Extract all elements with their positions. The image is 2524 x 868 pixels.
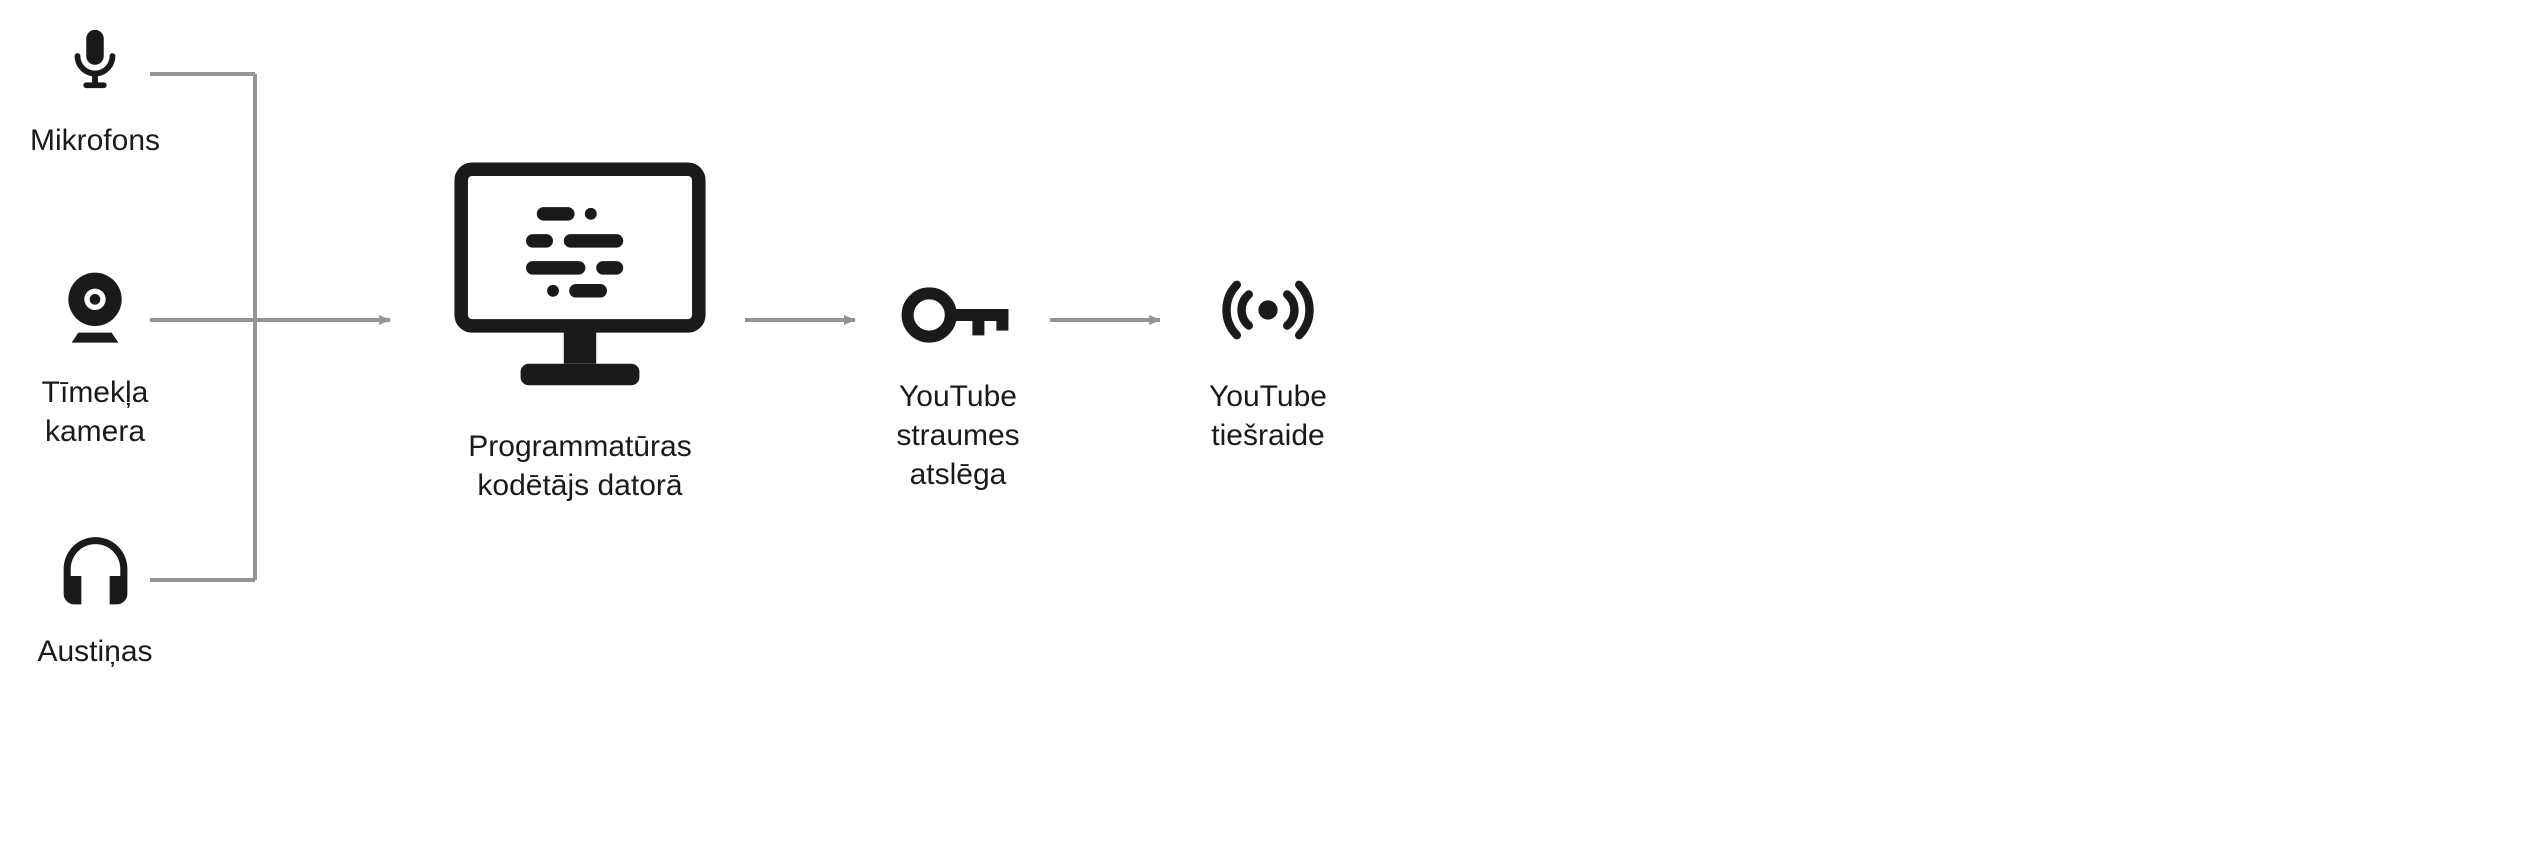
headphones-icon: [53, 530, 138, 615]
live-label: YouTube tiešraide: [1178, 377, 1358, 455]
broadcast-icon: [1208, 260, 1328, 360]
node-live: YouTube tiešraide: [1178, 260, 1358, 455]
node-encoder: Programmatūras kodētājs datorā: [430, 150, 730, 505]
node-microphone: Mikrofons: [20, 14, 170, 160]
monitor-icon: [445, 150, 715, 410]
node-webcam: Tīmekļa kamera: [20, 256, 170, 451]
stream-key-label: YouTube straumes atslēga: [868, 377, 1048, 494]
webcam-label: Tīmekļa kamera: [20, 373, 170, 451]
key-icon: [898, 270, 1018, 360]
headphones-label: Austiņas: [20, 632, 170, 671]
microphone-label: Mikrofons: [20, 121, 170, 160]
node-stream-key: YouTube straumes atslēga: [868, 270, 1048, 494]
diagram-canvas: Mikrofons Tīmekļa kamera Austiņas: [0, 0, 2524, 868]
microphone-icon: [60, 14, 130, 104]
node-headphones: Austiņas: [20, 530, 170, 671]
webcam-icon: [55, 256, 135, 356]
encoder-label: Programmatūras kodētājs datorā: [430, 427, 730, 505]
